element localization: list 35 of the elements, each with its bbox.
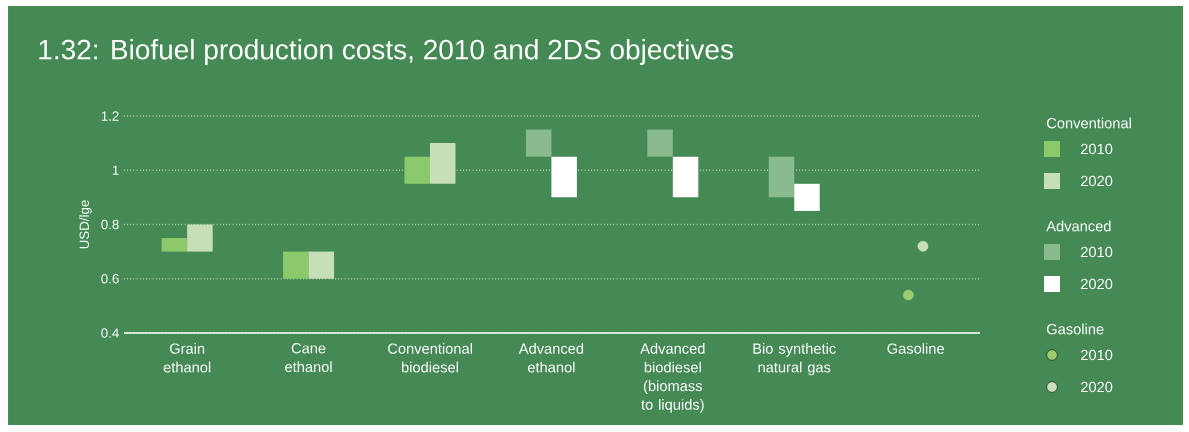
bar xyxy=(647,129,673,157)
x-tick-label: Grain ethanol xyxy=(163,343,211,373)
x-tick-label: Gasoline xyxy=(887,343,944,354)
y-tick-label: 0.4 xyxy=(101,328,119,338)
x-tick-label: Cane ethanol xyxy=(285,343,332,373)
bar xyxy=(404,156,430,184)
y-tick-label: 0.6 xyxy=(101,274,119,284)
x-tick-label: Conventional biodiesel xyxy=(388,343,472,373)
y-tick-label: 0.8 xyxy=(101,219,119,230)
bar xyxy=(308,251,335,279)
bar xyxy=(525,129,552,157)
text: Gasoline xyxy=(1046,323,1104,335)
legend-label: 2020 xyxy=(1080,381,1113,393)
bar xyxy=(794,183,820,211)
legend-label: 2020 xyxy=(1080,175,1113,187)
x-tick-label: Advanced ethanol xyxy=(518,343,584,373)
bar xyxy=(429,143,456,184)
bar xyxy=(187,224,213,252)
bar xyxy=(768,156,795,198)
bar xyxy=(672,156,699,198)
y-tick-label: 1.2 xyxy=(101,111,119,121)
bar xyxy=(283,251,309,279)
text: Conventional xyxy=(1047,117,1131,129)
legend-label: 2010 xyxy=(1080,143,1113,155)
y-tick-label: 1 xyxy=(112,165,119,175)
legend-label: 2010 xyxy=(1080,246,1113,258)
x-tick-label: Bio synthetic natural gas xyxy=(753,343,836,376)
bar xyxy=(161,238,188,252)
text: Advanced xyxy=(1046,220,1111,232)
legend-label: 2020 xyxy=(1080,278,1113,290)
bar xyxy=(551,156,577,198)
x-tick-label: Advanced biodiesel (biomass to liquids) xyxy=(640,343,705,413)
chart-title: 1.32: Biofuel production costs, 2010 and 2DS objectives xyxy=(39,38,733,66)
legend-label: 2010 xyxy=(1080,349,1113,361)
y-axis-title: USD/lge xyxy=(79,200,92,249)
